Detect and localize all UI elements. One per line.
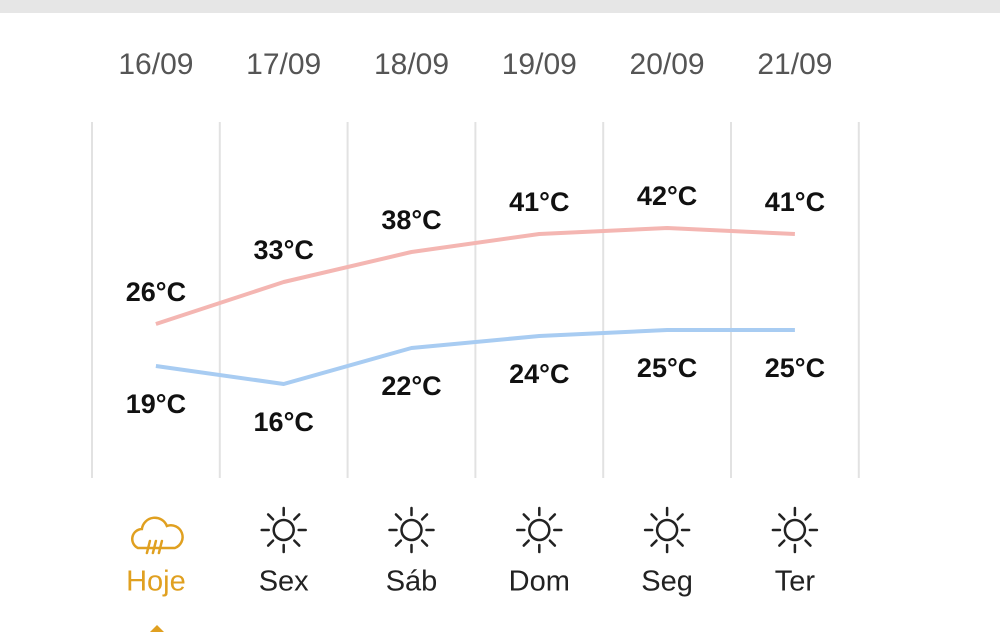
sun-ray (778, 539, 786, 547)
day-label: Sex (259, 566, 309, 598)
sun-ray (650, 513, 658, 521)
day-label: Dom (509, 566, 570, 598)
sun-ray (394, 513, 403, 521)
sun-ray (676, 539, 684, 547)
temperature-line (155, 226, 795, 326)
sun-ray (778, 513, 786, 521)
sun-core (528, 518, 551, 542)
rain-icon (131, 516, 184, 555)
sun-icon (388, 506, 435, 554)
sun-ray (266, 513, 275, 521)
sun-core (655, 518, 679, 542)
low-temp-label: 25°C (637, 353, 697, 383)
sun-ray (676, 513, 684, 521)
sun-icon (260, 506, 307, 554)
rain-drop (157, 539, 164, 555)
high-temp-label: 41°C (509, 187, 569, 217)
top-bar (0, 0, 1000, 13)
sun-ray (522, 539, 530, 547)
sun-ray (266, 539, 275, 547)
sun-ray (804, 513, 812, 521)
date-label: 17/09 (246, 48, 321, 81)
date-label: 21/09 (757, 48, 832, 81)
sun-icon (516, 506, 563, 554)
rain-drop (145, 539, 152, 555)
sun-ray (420, 513, 429, 521)
sun-icon (643, 506, 691, 554)
temperature-line (155, 328, 795, 386)
sun-ray (548, 513, 557, 521)
day-label: Seg (641, 566, 693, 598)
low-temp-label: 24°C (509, 359, 569, 389)
sun-ray (522, 513, 530, 521)
high-temp-label: 33°C (254, 235, 314, 265)
cloud (131, 516, 184, 550)
date-label: 18/09 (374, 48, 449, 81)
date-label: 19/09 (502, 48, 577, 81)
sun-ray (293, 539, 301, 547)
high-temp-label: 41°C (765, 187, 825, 217)
high-temp-label: 38°C (381, 205, 441, 235)
day-label: Hoje (126, 566, 186, 598)
low-temp-label: 19°C (126, 389, 186, 419)
sun-ray (804, 539, 812, 547)
sun-ray (548, 539, 557, 547)
day-label: Sáb (386, 566, 438, 598)
sun-core (783, 518, 807, 542)
sun-core (400, 518, 423, 542)
day-label: Ter (775, 566, 816, 598)
date-label: 16/09 (118, 48, 193, 81)
sun-ray (650, 539, 658, 547)
sun-ray (394, 539, 403, 547)
sun-ray (293, 513, 301, 521)
low-temp-label: 22°C (381, 371, 441, 401)
selection-indicator (150, 625, 164, 632)
date-label: 20/09 (630, 48, 705, 81)
high-temp-label: 26°C (126, 277, 186, 307)
low-temp-label: 16°C (254, 407, 314, 437)
rain-drop (151, 539, 158, 555)
sun-icon (771, 506, 819, 554)
low-temp-label: 25°C (765, 353, 825, 383)
high-temp-label: 42°C (637, 181, 697, 211)
sun-core (272, 518, 295, 542)
sun-ray (420, 539, 429, 547)
